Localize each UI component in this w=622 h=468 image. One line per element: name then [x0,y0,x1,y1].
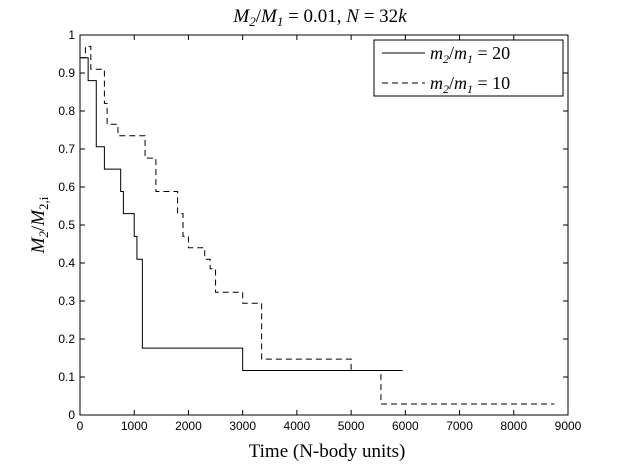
chart-title: M2/M1 = 0.01, N = 32k [232,6,407,29]
x-tick-label: 0 [77,419,84,433]
series-lines [80,45,555,405]
y-axis-title: M2/M2,i [28,196,51,254]
y-tick-label: 0.4 [58,256,75,270]
x-tick-label: 6000 [392,419,419,433]
y-tick-label: 0.9 [58,66,75,80]
y-tick-label: 0.8 [58,104,75,118]
x-tick-label: 3000 [229,419,256,433]
legend-label-series-1: m2/m1 = 20 [430,43,510,66]
legend: m2/m1 = 20 m2/m1 = 10 [373,39,564,97]
x-tick-label: 7000 [446,419,473,433]
x-tick-label: 5000 [338,419,365,433]
x-tick-label: 4000 [284,419,311,433]
series-line-1 [80,57,403,372]
axis-ticks [79,34,569,416]
y-tick-label: 1 [68,28,75,42]
x-tick-label: 1000 [121,419,148,433]
y-tick-label: 0.6 [58,180,75,194]
y-tick-label: 0 [68,408,75,422]
y-tick-label: 0.3 [58,294,75,308]
tick-labels: 0 1000 2000 3000 4000 5000 6000 7000 8000 9000 0 0.… [58,28,581,433]
series-line-2 [80,45,555,405]
x-axis-title: Time (N-body units) [249,441,406,462]
legend-box [373,39,564,97]
x-tick-label: 9000 [555,419,582,433]
legend-label-series-2: m2/m1 = 10 [430,73,510,96]
x-tick-label: 8000 [500,419,527,433]
y-tick-label: 0.1 [58,370,75,384]
y-tick-label: 0.7 [58,142,75,156]
y-tick-label: 0.5 [58,218,75,232]
y-tick-label: 0.2 [58,332,75,346]
x-tick-label: 2000 [175,419,202,433]
